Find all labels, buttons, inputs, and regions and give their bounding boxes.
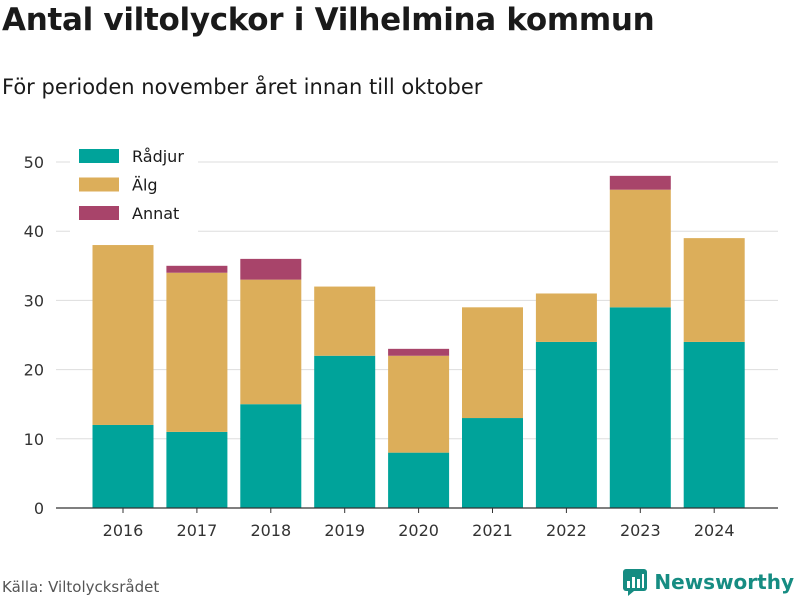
bar-segment-älg (609, 189, 671, 308)
bar-segment-rådjur (535, 341, 597, 508)
x-tick-label: 2021 (472, 521, 513, 540)
y-tick-label: 30 (24, 291, 44, 310)
bar-segment-rådjur (240, 404, 302, 508)
legend-label: Älg (132, 176, 158, 195)
y-tick-label: 20 (24, 361, 44, 380)
bar-segment-rådjur (92, 424, 154, 508)
bar-segment-annat (388, 348, 450, 356)
bar-segment-älg (92, 245, 154, 425)
bar-segment-annat (609, 175, 671, 190)
bar-segment-älg (166, 272, 228, 432)
brand-name: Newsworthy (654, 570, 794, 594)
legend-label: Annat (132, 204, 179, 223)
x-tick-label: 2023 (620, 521, 661, 540)
y-tick-label: 50 (24, 153, 44, 172)
bar-segment-rådjur (683, 341, 745, 508)
bars (92, 175, 745, 508)
bar-segment-annat (166, 265, 228, 273)
y-axis: 0 10 20 30 40 50 (24, 153, 44, 518)
legend-swatch (79, 149, 119, 163)
legend: Rådjur Älg Annat (70, 142, 198, 232)
x-tick-label: 2017 (177, 521, 218, 540)
source-note: Källa: Viltolycksrådet (2, 578, 160, 596)
brand-logo: Newsworthy (622, 568, 794, 596)
bar-segment-annat (240, 258, 302, 280)
y-tick-label: 10 (24, 430, 44, 449)
legend-label: Rådjur (132, 147, 184, 166)
x-tick-label: 2020 (398, 521, 439, 540)
bar-segment-rådjur (166, 431, 228, 508)
bar-segment-rådjur (388, 452, 450, 508)
bar-segment-rådjur (314, 355, 376, 508)
bar-segment-älg (240, 279, 302, 405)
x-tick-label: 2022 (546, 521, 587, 540)
chart-subtitle: För perioden november året innan till ok… (2, 75, 483, 99)
x-axis: 2016 2017 2018 2019 2020 2021 2022 2023 2024 (56, 507, 778, 540)
bar-segment-rådjur (462, 418, 523, 508)
chart-title: Antal viltolyckor i Vilhelmina kommun (2, 2, 655, 38)
y-tick-label: 0 (34, 499, 44, 518)
legend-swatch (79, 177, 119, 192)
legend-swatch (79, 206, 119, 220)
x-tick-label: 2019 (324, 521, 365, 540)
y-tick-label: 40 (24, 222, 44, 241)
bar-segment-älg (388, 355, 450, 453)
bar-segment-älg (683, 238, 745, 342)
bar-segment-älg (314, 286, 376, 356)
newsworthy-icon (623, 569, 648, 596)
x-tick-label: 2024 (694, 521, 735, 540)
x-tick-label: 2018 (250, 521, 291, 540)
bar-segment-älg (462, 307, 523, 419)
bar-segment-älg (535, 293, 597, 342)
bar-segment-rådjur (609, 307, 671, 508)
x-tick-label: 2016 (103, 521, 144, 540)
